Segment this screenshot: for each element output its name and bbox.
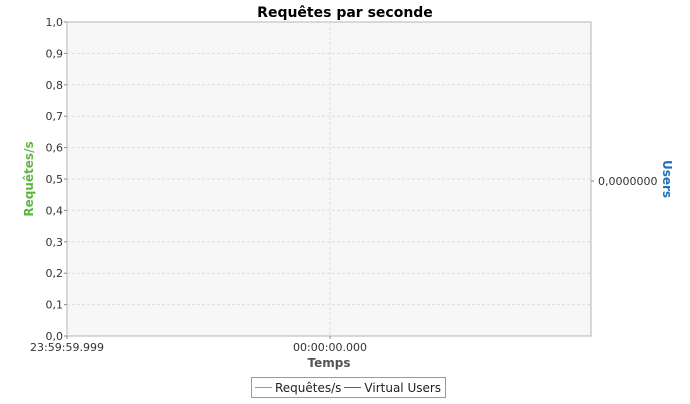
- y-tick-label: 0,7: [46, 110, 64, 123]
- chart-title: Requêtes par seconde: [257, 5, 433, 21]
- legend-label-virtual-users: Virtual Users: [364, 380, 442, 395]
- x-axis-label: Temps: [308, 356, 351, 370]
- x-tick-label: 00:00:00.000: [293, 341, 367, 354]
- y-tick-label: 0,1: [46, 299, 64, 312]
- y-axis-ticks: 0,0 0,1 0,2 0,3 0,4 0,5 0,6 0,7 0,8 0,9 1,0: [46, 16, 67, 343]
- y2-axis-label: Users: [660, 160, 674, 198]
- y-tick-label: 0,3: [46, 236, 64, 249]
- legend-label-requetes: Requêtes/s: [275, 380, 342, 395]
- y-tick-label: 0,8: [46, 79, 64, 92]
- y2-axis-ticks: 0,0000000: [591, 175, 658, 188]
- y-tick-label: 0,5: [46, 173, 64, 186]
- y-axis-label: Requêtes/s: [22, 141, 36, 216]
- legend-item-requetes: Requêtes/s: [255, 381, 341, 395]
- legend-item-virtual-users: Virtual Users: [344, 381, 441, 395]
- legend: Requêtes/s Virtual Users: [251, 377, 447, 398]
- legend-swatch-virtual-users: [344, 387, 362, 388]
- y2-tick-label: 0,0000000: [598, 175, 658, 188]
- y-tick-label: 0,0: [46, 330, 64, 343]
- y-tick-label: 0,6: [46, 142, 64, 155]
- grid-lines: [67, 22, 591, 336]
- y-tick-label: 0,4: [46, 204, 64, 217]
- x-axis-ticks: 23:59:59.999 00:00:00.000: [30, 336, 367, 354]
- y-tick-label: 0,9: [46, 47, 64, 60]
- legend-swatch-requetes: [255, 387, 272, 388]
- x-tick-label: 23:59:59.999: [30, 341, 104, 354]
- y-tick-label: 1,0: [46, 16, 64, 29]
- y-tick-label: 0,2: [46, 267, 64, 280]
